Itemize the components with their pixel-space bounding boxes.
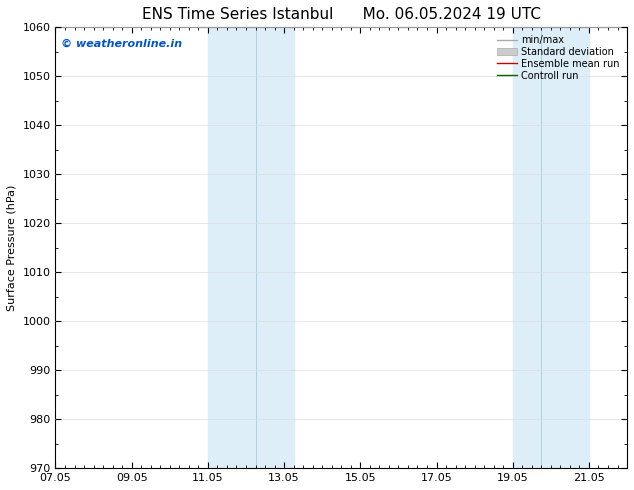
Bar [513,27,589,468]
Text: © weatheronline.in: © weatheronline.in [61,38,183,49]
Title: ENS Time Series Istanbul      Mo. 06.05.2024 19 UTC: ENS Time Series Istanbul Mo. 06.05.2024 … [142,7,541,22]
Bar [208,27,294,468]
Y-axis label: Surface Pressure (hPa): Surface Pressure (hPa) [7,185,17,311]
Legend: min/max, Standard deviation, Ensemble mean run, Controll run: min/max, Standard deviation, Ensemble me… [495,32,622,84]
